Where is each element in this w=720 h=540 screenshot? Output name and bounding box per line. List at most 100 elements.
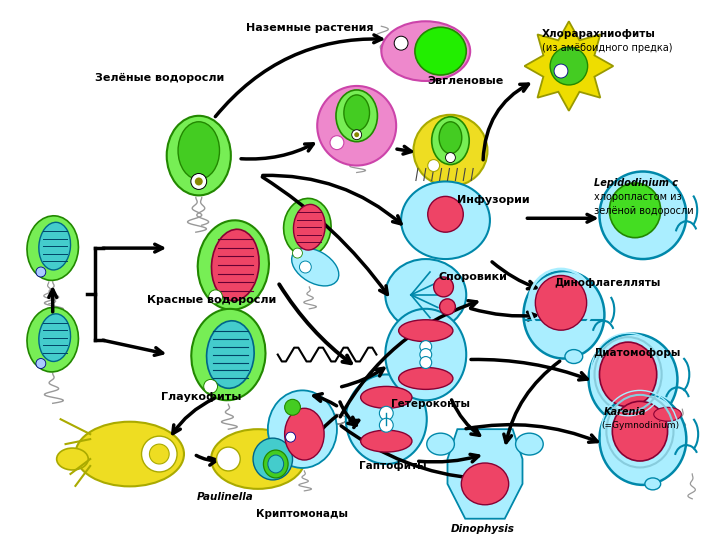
Text: Хлорарахниофиты: Хлорарахниофиты: [542, 29, 656, 39]
Text: Глаукофиты: Глаукофиты: [161, 393, 242, 402]
Circle shape: [286, 432, 295, 442]
Text: Lepidodinium с: Lepidodinium с: [593, 179, 678, 188]
Ellipse shape: [211, 429, 305, 489]
Text: Эвгленовые: Эвгленовые: [428, 76, 504, 86]
Ellipse shape: [344, 95, 369, 131]
Ellipse shape: [253, 438, 292, 480]
Ellipse shape: [612, 401, 667, 461]
Ellipse shape: [382, 21, 470, 81]
Ellipse shape: [609, 183, 661, 238]
Circle shape: [330, 136, 344, 150]
Ellipse shape: [462, 463, 508, 505]
Text: Диатомофоры: Диатомофоры: [593, 348, 681, 357]
Ellipse shape: [27, 216, 78, 280]
Ellipse shape: [399, 368, 453, 389]
Ellipse shape: [427, 433, 454, 455]
Text: хлоропластом из: хлоропластом из: [593, 192, 681, 202]
Circle shape: [292, 248, 302, 258]
Ellipse shape: [385, 259, 467, 330]
Text: (из амёбоидного предка): (из амёбоидного предка): [542, 43, 672, 53]
Circle shape: [209, 290, 222, 304]
Ellipse shape: [207, 321, 254, 388]
Ellipse shape: [292, 248, 339, 286]
Ellipse shape: [294, 204, 325, 250]
Text: Гаптофиты: Гаптофиты: [359, 461, 426, 471]
Circle shape: [284, 400, 300, 415]
Ellipse shape: [654, 407, 681, 421]
Circle shape: [195, 178, 203, 185]
Ellipse shape: [600, 393, 686, 485]
Text: Красные водоросли: Красные водоросли: [148, 295, 276, 305]
Ellipse shape: [284, 408, 324, 460]
Circle shape: [379, 406, 393, 420]
Ellipse shape: [361, 430, 412, 452]
Text: Dinophysis: Dinophysis: [451, 524, 514, 534]
Text: Наземные растения: Наземные растения: [246, 23, 374, 33]
Ellipse shape: [361, 387, 412, 408]
Circle shape: [394, 36, 408, 50]
Ellipse shape: [600, 342, 657, 407]
Circle shape: [440, 299, 455, 315]
Ellipse shape: [39, 222, 71, 270]
Ellipse shape: [27, 307, 78, 372]
Ellipse shape: [264, 450, 288, 478]
Ellipse shape: [268, 455, 284, 473]
Text: Зелёные водоросли: Зелёные водоросли: [95, 73, 225, 83]
Circle shape: [142, 436, 177, 472]
Ellipse shape: [415, 27, 467, 75]
Circle shape: [428, 197, 463, 232]
Circle shape: [204, 380, 217, 393]
Ellipse shape: [645, 478, 661, 490]
Ellipse shape: [565, 349, 582, 363]
Ellipse shape: [268, 390, 337, 468]
Text: зелёной водоросли: зелёной водоросли: [593, 206, 693, 217]
Ellipse shape: [523, 271, 604, 359]
Ellipse shape: [516, 433, 543, 455]
Ellipse shape: [401, 181, 490, 259]
Text: Криптомонады: Криптомонады: [256, 509, 348, 519]
Polygon shape: [448, 429, 523, 519]
Ellipse shape: [385, 309, 467, 400]
Ellipse shape: [336, 90, 377, 141]
Polygon shape: [524, 21, 613, 111]
Circle shape: [428, 160, 440, 172]
Text: Динофлагелляты: Динофлагелляты: [554, 278, 660, 288]
Ellipse shape: [413, 115, 487, 186]
Circle shape: [217, 447, 240, 471]
Text: Karenia: Karenia: [603, 407, 646, 417]
Circle shape: [352, 130, 361, 140]
Ellipse shape: [318, 86, 396, 166]
Ellipse shape: [589, 334, 678, 425]
Text: (=Gymnodinium): (=Gymnodinium): [601, 421, 680, 430]
Ellipse shape: [432, 117, 469, 165]
Text: Paulinella: Paulinella: [197, 492, 253, 502]
Circle shape: [300, 261, 311, 273]
Ellipse shape: [399, 320, 453, 342]
Text: Споровики: Споровики: [438, 272, 508, 282]
Ellipse shape: [39, 314, 71, 361]
Ellipse shape: [167, 116, 231, 195]
Circle shape: [420, 356, 432, 368]
Circle shape: [36, 267, 46, 277]
Circle shape: [446, 153, 455, 163]
Ellipse shape: [57, 448, 89, 470]
Circle shape: [354, 132, 359, 137]
Circle shape: [554, 64, 568, 78]
Ellipse shape: [284, 198, 331, 256]
Ellipse shape: [212, 230, 259, 301]
Circle shape: [36, 359, 46, 368]
Ellipse shape: [600, 172, 686, 259]
Ellipse shape: [76, 422, 184, 487]
Circle shape: [420, 349, 432, 361]
Circle shape: [420, 341, 432, 353]
Ellipse shape: [198, 220, 269, 310]
Circle shape: [191, 173, 207, 190]
Ellipse shape: [536, 275, 587, 330]
Ellipse shape: [178, 122, 220, 179]
Circle shape: [150, 444, 169, 464]
Ellipse shape: [192, 309, 266, 400]
Text: Инфузории: Инфузории: [457, 195, 530, 205]
Circle shape: [379, 418, 393, 432]
Ellipse shape: [346, 374, 427, 464]
Ellipse shape: [439, 122, 462, 153]
